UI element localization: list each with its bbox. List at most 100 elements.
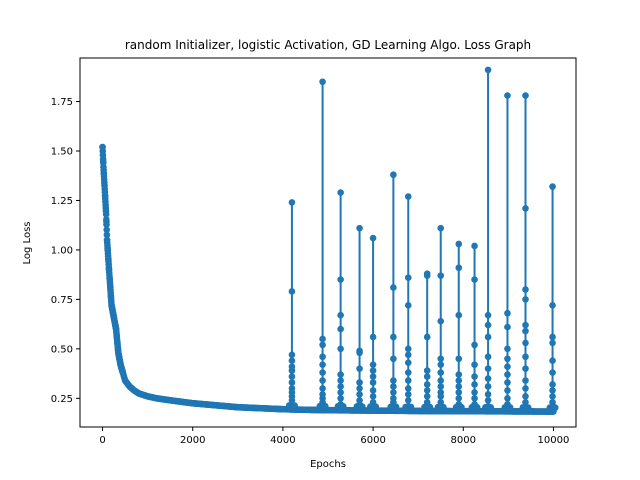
- spike-point: [471, 373, 478, 380]
- spike-point: [337, 276, 344, 283]
- spike-point: [288, 379, 296, 386]
- spike-point: [484, 321, 492, 329]
- spike-point: [337, 395, 344, 402]
- x-axis-ticks: 0 2000 4000 6000 8000 10000: [99, 427, 569, 446]
- spike-point: [369, 333, 377, 341]
- spike-point: [437, 369, 445, 376]
- spike-point: [522, 339, 529, 347]
- y-tick-label: 0.75: [51, 295, 73, 306]
- spike-point: [504, 371, 511, 378]
- spike-peak-point: [390, 171, 397, 179]
- spike-point: [319, 335, 326, 343]
- spike-point: [471, 381, 478, 388]
- spike-point: [484, 333, 492, 341]
- spike-point: [356, 391, 363, 398]
- spike-point: [522, 398, 529, 406]
- spike-point: [337, 383, 344, 390]
- spike-peak-point: [356, 224, 363, 232]
- spike-point: [549, 302, 556, 309]
- spike-point: [423, 387, 431, 394]
- y-axis-label: Log Loss: [22, 222, 33, 265]
- spike-point: [319, 353, 326, 361]
- data-point: [102, 211, 110, 218]
- y-tick-label: 1.50: [51, 146, 73, 157]
- x-tick-label: 8000: [451, 435, 476, 446]
- data-point: [119, 368, 127, 376]
- spike-point: [522, 296, 529, 303]
- spike-point: [288, 373, 296, 380]
- spike-point: [522, 327, 529, 335]
- spike-point: [437, 393, 445, 400]
- spike-peak-point: [437, 224, 445, 232]
- spike-point: [288, 357, 296, 365]
- data-point: [358, 403, 366, 410]
- data-point: [372, 403, 380, 410]
- spike-point: [484, 383, 492, 390]
- spike-point: [549, 369, 556, 376]
- spike-point: [471, 276, 478, 283]
- spike-peak-point: [404, 193, 412, 200]
- spike-point: [390, 333, 397, 341]
- spike-point: [522, 365, 529, 372]
- spike-point: [504, 345, 511, 353]
- spike-point: [404, 396, 412, 404]
- plot-frame: [79, 57, 577, 428]
- spike-point: [319, 341, 326, 349]
- spike-point: [455, 389, 463, 396]
- spike-point: [288, 367, 296, 374]
- spike-point: [337, 311, 344, 319]
- spike-point: [471, 389, 478, 396]
- spike-point: [390, 355, 397, 363]
- spike-point: [356, 379, 363, 386]
- data-point: [524, 404, 532, 411]
- spike-point: [484, 365, 492, 372]
- data-point: [103, 221, 110, 228]
- spike-point: [423, 367, 431, 374]
- y-tick-label: 1.00: [51, 245, 73, 256]
- data-point: [426, 403, 434, 411]
- y-tick-label: 1.25: [51, 196, 73, 207]
- x-tick-label: 6000: [360, 435, 385, 446]
- spike-point: [484, 375, 492, 382]
- spike-point: [484, 353, 492, 361]
- spike-point: [437, 272, 445, 279]
- y-axis-ticks: 0.25 0.50 0.75 1.00 1.25 1.50 1.75: [51, 97, 80, 405]
- spike-point: [369, 373, 377, 380]
- spike-point: [484, 311, 492, 319]
- spike-peak-point: [504, 92, 511, 99]
- spike-point: [484, 391, 492, 398]
- spike-point: [437, 355, 445, 363]
- spike-point: [369, 387, 377, 394]
- spike-point: [437, 317, 445, 325]
- spike-point: [390, 284, 397, 291]
- data-point: [407, 403, 415, 411]
- spike-point: [356, 385, 363, 392]
- spike-point: [423, 333, 431, 341]
- spike-point: [369, 379, 377, 386]
- spike-point: [437, 361, 445, 368]
- spike-point: [319, 385, 326, 392]
- spike-point: [504, 309, 511, 317]
- y-tick-label: 0.50: [51, 344, 73, 355]
- spike-point: [549, 333, 556, 341]
- spike-point: [504, 355, 511, 363]
- spike-point: [455, 355, 463, 363]
- spike-point: [404, 345, 412, 353]
- spike-point: [484, 396, 492, 404]
- spike-point: [522, 385, 529, 392]
- spike-point: [522, 321, 529, 329]
- spike-point: [504, 379, 511, 386]
- spike-point: [423, 393, 431, 400]
- spike-point: [549, 393, 556, 400]
- spike-peak-point: [455, 240, 463, 248]
- data-point: [487, 404, 495, 411]
- x-tick-label: 2000: [180, 435, 205, 446]
- spike-point: [404, 369, 412, 376]
- data-point: [340, 403, 347, 410]
- spike-point: [288, 288, 296, 295]
- spike-point: [319, 377, 326, 384]
- spike-point: [522, 205, 529, 212]
- data-point: [440, 403, 447, 411]
- spike-point: [337, 389, 344, 396]
- spike-point: [404, 377, 412, 384]
